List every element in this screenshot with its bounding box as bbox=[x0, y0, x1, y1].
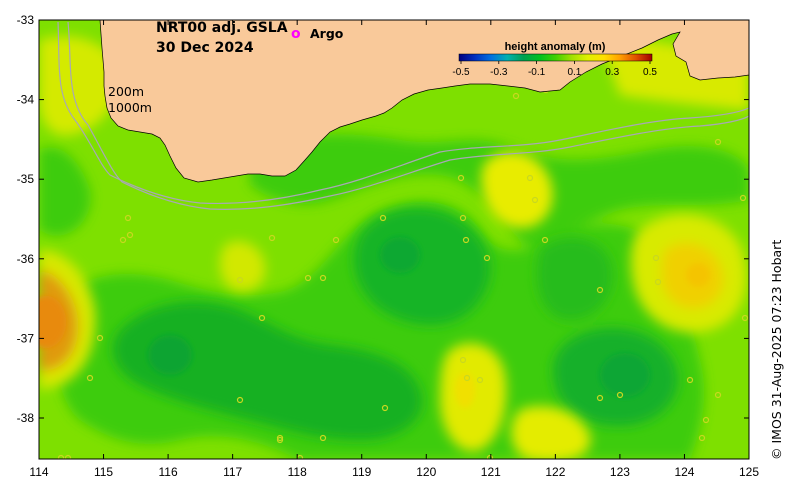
argo-float-marker bbox=[654, 278, 662, 286]
argo-float-marker bbox=[57, 454, 65, 459]
argo-float-marker bbox=[457, 174, 465, 182]
isobath-label-200m: 200m bbox=[108, 84, 144, 99]
argo-legend-symbol: o bbox=[291, 26, 301, 42]
argo-float-marker bbox=[462, 236, 470, 244]
argo-float-marker bbox=[714, 391, 722, 399]
map-title-line-1: NRT00 adj. GSLA bbox=[156, 20, 288, 36]
argo-float-marker bbox=[379, 214, 387, 222]
argo-float-marker bbox=[686, 376, 694, 384]
argo-float-marker bbox=[652, 254, 660, 262]
argo-float-marker bbox=[124, 214, 132, 222]
x-tick-label: 116 bbox=[159, 465, 178, 479]
y-tick-label: -37 bbox=[17, 331, 35, 345]
y-tick-label: -36 bbox=[17, 252, 35, 266]
argo-float-marker bbox=[304, 274, 312, 282]
map-title-line-2: 30 Dec 2024 bbox=[156, 40, 254, 56]
argo-float-marker bbox=[463, 374, 471, 382]
argo-float-marker bbox=[541, 236, 549, 244]
isobath-200m bbox=[57, 21, 749, 205]
argo-float-marker bbox=[268, 234, 276, 242]
colorbar-title: height anomaly (m) bbox=[505, 41, 606, 53]
argo-float-marker bbox=[698, 434, 706, 442]
x-tick-label: 118 bbox=[288, 465, 307, 479]
high-anomaly-cores bbox=[39, 263, 710, 408]
y-tick-label: -35 bbox=[17, 172, 35, 186]
colorbar-tick-label: -0.1 bbox=[528, 67, 546, 78]
argo-float-marker bbox=[319, 274, 327, 282]
argo-float-marker bbox=[741, 314, 749, 322]
argo-legend-label: Argo bbox=[310, 26, 344, 41]
x-tick-label: 120 bbox=[416, 465, 436, 479]
negative-anomaly-south bbox=[112, 301, 422, 440]
argo-float-marker bbox=[486, 454, 494, 459]
argo-float-marker bbox=[512, 92, 520, 100]
colorbar-tick-label: -0.3 bbox=[490, 67, 508, 78]
x-tick-label: 124 bbox=[674, 465, 694, 479]
argo-float-marker bbox=[258, 314, 266, 322]
argo-float-marker bbox=[86, 374, 94, 382]
colorbar: height anomaly (m) -0.5 -0.3 -0.1 0.1 0.3 0.5 bbox=[452, 41, 657, 78]
imos-credit: © IMOS 31-Aug-2025 07:23 Hobart bbox=[769, 240, 784, 460]
colorbar-gradient bbox=[458, 53, 653, 62]
x-tick-label: 114 bbox=[29, 465, 48, 479]
argo-float-marker bbox=[616, 391, 624, 399]
argo-float-marker bbox=[236, 276, 244, 284]
argo-float-marker bbox=[596, 286, 604, 294]
y-tick-label: -34 bbox=[17, 93, 35, 107]
x-tick-label: 125 bbox=[739, 465, 759, 479]
argo-float-marker bbox=[531, 196, 539, 204]
argo-float-marker bbox=[596, 394, 604, 402]
argo-float-marker bbox=[381, 404, 389, 412]
x-tick-label: 117 bbox=[223, 465, 242, 479]
x-tick-label: 119 bbox=[352, 465, 371, 479]
colorbar-tick-label: 0.3 bbox=[605, 67, 619, 78]
argo-float-marker bbox=[236, 396, 244, 404]
argo-float-marker bbox=[526, 174, 534, 182]
argo-float-marker bbox=[64, 454, 72, 459]
y-axis: -33 -34 -35 -36 -37 -38 bbox=[17, 13, 749, 425]
argo-float-marker bbox=[702, 416, 710, 424]
argo-float-marker bbox=[476, 376, 484, 384]
plot-area bbox=[39, 20, 749, 459]
argo-float-marker bbox=[714, 138, 722, 146]
x-tick-label: 122 bbox=[545, 465, 565, 479]
x-tick-label: 123 bbox=[610, 465, 630, 479]
argo-float-marker bbox=[96, 334, 104, 342]
x-axis: 114 115 116 117 118 119 120 121 122 123 124 125 bbox=[29, 20, 759, 479]
isobath-label-1000m: 1000m bbox=[108, 100, 152, 115]
argo-float-markers bbox=[57, 86, 749, 459]
isobath-lines bbox=[57, 21, 749, 210]
y-tick-label: -38 bbox=[17, 411, 35, 425]
argo-float-marker bbox=[459, 356, 467, 364]
argo-float-marker bbox=[319, 434, 327, 442]
argo-float-marker bbox=[739, 194, 747, 202]
argo-float-marker bbox=[332, 236, 340, 244]
colorbar-tick-label: -0.5 bbox=[452, 67, 470, 78]
plot-frame bbox=[38, 19, 750, 460]
low-anomaly-cores bbox=[148, 237, 650, 397]
x-tick-label: 121 bbox=[481, 465, 501, 479]
x-tick-label: 115 bbox=[94, 465, 113, 479]
argo-float-marker bbox=[459, 214, 467, 222]
y-tick-label: -33 bbox=[17, 13, 35, 27]
colorbar-tick-label: 0.1 bbox=[567, 67, 581, 78]
argo-float-marker bbox=[276, 434, 284, 442]
isobath-1000m bbox=[67, 21, 749, 210]
argo-float-marker bbox=[483, 254, 491, 262]
argo-float-marker bbox=[119, 236, 127, 244]
argo-float-marker bbox=[126, 231, 134, 239]
positive-anomaly-north bbox=[481, 151, 553, 229]
argo-float-marker bbox=[276, 436, 284, 444]
colorbar-tick-label: 0.5 bbox=[643, 67, 657, 78]
negative-anomaly-north bbox=[354, 208, 491, 325]
